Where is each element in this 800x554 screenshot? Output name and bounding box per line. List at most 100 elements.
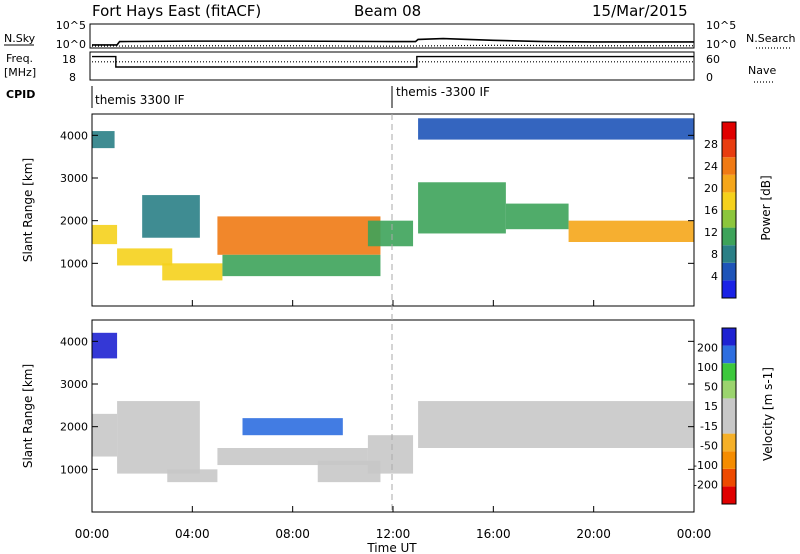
power-colorbar-cell-5 bbox=[722, 192, 736, 210]
x-tick-label-0: 00:00 bbox=[75, 527, 110, 541]
power-y-axis: 1000 2000 3000 4000 bbox=[60, 129, 694, 270]
noise-y-tick-top: 10^5 bbox=[56, 19, 86, 32]
velocity-y-label: Slant Range [km] bbox=[21, 364, 35, 468]
noise-series-1 bbox=[91, 44, 694, 47]
power-region-0 bbox=[92, 224, 118, 245]
velocity-ytick-label-1: 2000 bbox=[60, 421, 88, 434]
velocity-colorbar-cell-6 bbox=[722, 380, 736, 399]
power-colorbar-cell-9 bbox=[722, 122, 736, 140]
power-colorbar-cell-4 bbox=[722, 210, 736, 228]
velocity-colorbar-tick-2: 50 bbox=[704, 381, 718, 394]
velocity-colorbar-tick-1: 100 bbox=[697, 361, 718, 374]
velocity-colorbar-cell-5 bbox=[722, 398, 736, 416]
power-colorbar-frame bbox=[721, 121, 737, 299]
velocity-region-3 bbox=[167, 469, 218, 483]
power-colorbar-tick-5: 24 bbox=[704, 160, 718, 173]
noise-series bbox=[91, 37, 694, 47]
power-colorbar: 4 8 12 16 20 24 28 bbox=[704, 121, 737, 299]
velocity-region-1 bbox=[92, 413, 118, 457]
noise-right-label: N.Search bbox=[746, 32, 796, 45]
frequency-line bbox=[92, 55, 694, 68]
velocity-colorbar-cell-3 bbox=[722, 433, 736, 452]
date-label: 15/Mar/2015 bbox=[592, 2, 688, 20]
velocity-colorbar-cell-1 bbox=[722, 468, 736, 487]
power-ytick-label-3: 4000 bbox=[60, 129, 88, 142]
velocity-region-5 bbox=[242, 418, 343, 436]
velocity-colorbar-frame bbox=[721, 327, 737, 505]
power-colorbar-cell-6 bbox=[722, 174, 736, 193]
noise-y-tick-bottom: 10^0 bbox=[56, 38, 86, 51]
velocity-colorbar-tick-6: -100 bbox=[693, 459, 718, 472]
freq-tick-bottom: 8 bbox=[69, 71, 76, 84]
cpid-label: CPID bbox=[6, 88, 35, 101]
velocity-colorbar-cell-8 bbox=[722, 345, 736, 364]
cpid-segment-1: themis 3300 IF bbox=[95, 93, 185, 107]
beam-label: Beam 08 bbox=[354, 2, 421, 20]
nave-tick-top: 60 bbox=[706, 53, 720, 66]
power-region-8 bbox=[418, 182, 506, 234]
power-region-5 bbox=[217, 216, 381, 255]
power-colorbar-cell-1 bbox=[722, 262, 736, 281]
power-colorbar-cell-2 bbox=[722, 245, 736, 263]
x-tick-label-5: 20:00 bbox=[576, 527, 611, 541]
freq-left-label: Freq. bbox=[6, 52, 33, 65]
power-heatmap bbox=[92, 118, 694, 281]
power-y-label: Slant Range [km] bbox=[21, 158, 35, 262]
noise-series-0 bbox=[92, 37, 694, 46]
velocity-colorbar-tick-5: -50 bbox=[700, 439, 718, 452]
velocity-colorbar-cell-7 bbox=[722, 363, 736, 381]
velocity-colorbar: 200 100 50 15 -15 -50 -100 -200 bbox=[693, 327, 737, 505]
power-colorbar-cell-0 bbox=[722, 280, 736, 298]
velocity-colorbar-tick-7: -200 bbox=[693, 478, 718, 491]
site-title: Fort Hays East (fitACF) bbox=[92, 2, 261, 20]
velocity-y-axis: 1000 2000 3000 4000 bbox=[60, 335, 694, 476]
frequency-series bbox=[92, 55, 694, 68]
cpid-panel: CPID themis 3300 IF themis -3300 IF bbox=[6, 85, 490, 108]
noise-y-tick-top-right: 10^5 bbox=[706, 19, 736, 32]
power-region-11 bbox=[418, 118, 694, 140]
freq-right-label: Nave bbox=[748, 64, 776, 77]
freq-left-unit: [MHz] bbox=[4, 66, 36, 79]
nave-tick-bottom: 0 bbox=[706, 71, 713, 84]
x-tick-label-2: 08:00 bbox=[275, 527, 310, 541]
power-region-6 bbox=[222, 254, 381, 277]
noise-y-tick-bottom-right: 10^0 bbox=[706, 38, 736, 51]
velocity-colorbar-tick-3: 15 bbox=[704, 400, 718, 413]
power-colorbar-tick-6: 28 bbox=[704, 138, 718, 151]
velocity-region-0 bbox=[92, 332, 118, 359]
velocity-colorbar-tick-4: -15 bbox=[700, 420, 718, 433]
power-colorbar-cell-3 bbox=[722, 227, 736, 246]
power-ytick-label-2: 3000 bbox=[60, 172, 88, 185]
noise-panel-frame bbox=[89, 23, 695, 49]
x-axis-label: Time UT bbox=[366, 541, 417, 554]
power-region-9 bbox=[505, 203, 569, 230]
power-region-3 bbox=[142, 195, 200, 238]
velocity-colorbar-cell-9 bbox=[722, 328, 736, 346]
power-region-7 bbox=[367, 220, 414, 247]
power-colorbar-tick-1: 8 bbox=[711, 248, 718, 261]
power-colorbar-tick-3: 16 bbox=[704, 204, 718, 217]
velocity-ytick-label-2: 3000 bbox=[60, 378, 88, 391]
velocity-colorbar-label: Velocity [m s-1] bbox=[761, 367, 775, 461]
velocity-colorbar-cell-2 bbox=[722, 451, 736, 469]
velocity-region-8 bbox=[418, 401, 694, 448]
frequency-panel-frame bbox=[89, 51, 695, 81]
velocity-ytick-label-0: 1000 bbox=[60, 463, 88, 476]
velocity-colorbar-cell-0 bbox=[722, 486, 736, 504]
power-colorbar-cell-8 bbox=[722, 139, 736, 158]
power-region-4 bbox=[162, 263, 223, 281]
cpid-segment-2: themis -3300 IF bbox=[396, 85, 490, 99]
velocity-ytick-label-3: 4000 bbox=[60, 335, 88, 348]
power-colorbar-tick-2: 12 bbox=[704, 226, 718, 239]
velocity-colorbar-tick-0: 200 bbox=[697, 342, 718, 355]
power-colorbar-cell-7 bbox=[722, 157, 736, 175]
power-colorbar-label: Power [dB] bbox=[759, 175, 773, 240]
x-tick-label-3: 12:00 bbox=[376, 527, 411, 541]
power-panel: 1000 2000 3000 4000 Slant Range [km] 4 8 12 16… bbox=[21, 113, 773, 307]
velocity-colorbar-cell-4 bbox=[722, 416, 736, 434]
freq-tick-top: 18 bbox=[62, 53, 76, 66]
frequency-panel: Freq. [MHz] 18 8 60 0 Nave bbox=[4, 51, 776, 84]
power-region-1 bbox=[92, 131, 115, 149]
